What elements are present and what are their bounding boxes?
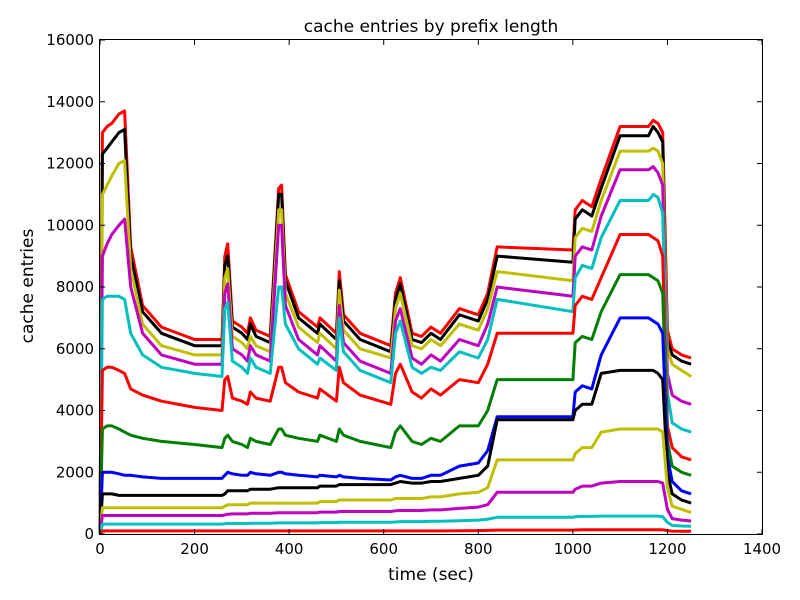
- plot-frame: [99, 39, 763, 535]
- y-tick-label: 10000: [46, 216, 94, 234]
- series-line-6: [98, 233, 692, 535]
- x-tick-label: 400: [275, 540, 304, 558]
- series-line-8: [98, 316, 692, 535]
- series-line-3: [98, 146, 692, 535]
- tick-group: 0 200 400 600 800 1000 1200 1400020004000600080…: [46, 31, 781, 558]
- x-tick-label: 800: [464, 540, 493, 558]
- series-line-9: [98, 368, 692, 535]
- x-tick-label: 1000: [554, 540, 592, 558]
- x-tick-label: 1400: [743, 540, 781, 558]
- series-line-7: [98, 273, 692, 535]
- chart-title: cache entries by prefix length: [304, 17, 559, 37]
- series-line-11: [98, 480, 692, 535]
- y-tick-label: 0: [84, 525, 94, 543]
- y-tick-label: 14000: [46, 93, 94, 111]
- x-tick-label: 200: [180, 540, 209, 558]
- y-tick-label: 12000: [46, 155, 94, 173]
- series-group: [98, 109, 692, 535]
- series-line-10: [98, 427, 692, 535]
- y-axis-label: cache entries: [18, 229, 38, 344]
- y-tick-label: 8000: [56, 278, 94, 296]
- y-tick-label: 6000: [56, 340, 94, 358]
- y-tick-label: 16000: [46, 31, 94, 49]
- series-line-12: [98, 514, 692, 535]
- x-tick-label: 0: [95, 540, 105, 558]
- x-axis-label: time (sec): [388, 565, 474, 585]
- series-line-13: [98, 528, 692, 535]
- x-tick-label: 1200: [648, 540, 686, 558]
- y-tick-label: 4000: [56, 402, 94, 420]
- series-line-5: [98, 192, 692, 535]
- y-tick-label: 2000: [56, 463, 94, 481]
- x-tick-label: 600: [369, 540, 398, 558]
